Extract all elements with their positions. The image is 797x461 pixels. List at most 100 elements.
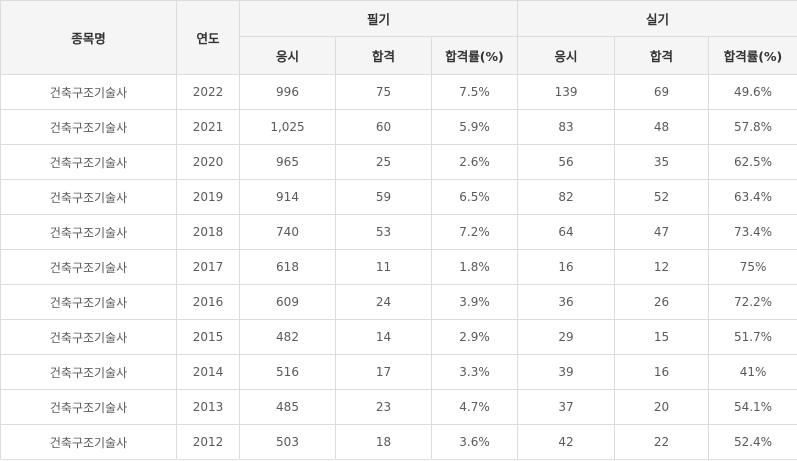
year-cell: 2017 [176,249,240,285]
written-pass-rate-cell: 3.9% [430,284,519,320]
subject-cell: 건축구조기술사 [0,179,177,215]
written-applicants-cell: 503 [239,424,336,460]
written-applicants-cell: 516 [239,354,336,390]
table-row: 건축구조기술사 2017 618 11 1.8% 16 12 75% [0,249,797,285]
written-passed-cell: 24 [335,284,432,320]
written-applicants-cell: 609 [239,284,336,320]
written-passed-cell: 60 [335,109,432,145]
written-pass-rate-cell: 7.5% [430,74,519,110]
subject-cell: 건축구조기술사 [0,249,177,285]
year-cell: 2016 [176,284,240,320]
header-written-applicants: 응시 [239,36,336,75]
table-row: 건축구조기술사 2022 996 75 7.5% 139 69 49.6% [0,74,797,110]
written-passed-cell: 53 [335,214,432,250]
practical-applicants-cell: 36 [517,284,616,320]
subject-cell: 건축구조기술사 [0,109,177,145]
written-applicants-cell: 996 [239,74,336,110]
practical-pass-rate-cell: 41% [708,354,797,390]
written-pass-rate-cell: 3.3% [430,354,519,390]
practical-passed-cell: 26 [614,284,710,320]
practical-pass-rate-cell: 54.1% [708,389,797,425]
year-cell: 2013 [176,389,240,425]
header-subject: 종목명 [0,0,177,75]
subject-cell: 건축구조기술사 [0,424,177,460]
practical-pass-rate-cell: 75% [708,249,797,285]
written-passed-cell: 11 [335,249,432,285]
subject-cell: 건축구조기술사 [0,74,177,110]
practical-pass-rate-cell: 51.7% [708,319,797,355]
table-row: 건축구조기술사 2018 740 53 7.2% 64 47 73.4% [0,214,797,250]
written-pass-rate-cell: 3.6% [430,424,519,460]
subject-cell: 건축구조기술사 [0,319,177,355]
written-pass-rate-cell: 1.8% [430,249,519,285]
practical-applicants-cell: 139 [517,74,616,110]
written-passed-cell: 75 [335,74,432,110]
table-row: 건축구조기술사 2012 503 18 3.6% 42 22 52.4% [0,424,797,460]
practical-pass-rate-cell: 72.2% [708,284,797,320]
header-written-pass-rate: 합격률(%) [430,36,519,75]
subject-cell: 건축구조기술사 [0,284,177,320]
header-practical-pass-rate: 합격률(%) [708,36,797,75]
written-applicants-cell: 618 [239,249,336,285]
table-row: 건축구조기술사 2013 485 23 4.7% 37 20 54.1% [0,389,797,425]
written-applicants-cell: 1,025 [239,109,336,145]
year-cell: 2019 [176,179,240,215]
header-year: 연도 [176,0,240,75]
year-cell: 2018 [176,214,240,250]
table-row: 건축구조기술사 2019 914 59 6.5% 82 52 63.4% [0,179,797,215]
practical-passed-cell: 20 [614,389,710,425]
subject-cell: 건축구조기술사 [0,354,177,390]
practical-applicants-cell: 37 [517,389,616,425]
written-applicants-cell: 485 [239,389,336,425]
header-written: 필기 [238,0,519,37]
practical-pass-rate-cell: 73.4% [708,214,797,250]
practical-passed-cell: 69 [614,74,710,110]
header-practical-applicants: 응시 [517,36,616,75]
written-passed-cell: 18 [335,424,432,460]
practical-passed-cell: 22 [614,424,710,460]
header-row-sub: 응시 합격 합격률(%) 응시 합격 합격률(%) [1,36,797,75]
practical-pass-rate-cell: 63.4% [708,179,797,215]
written-passed-cell: 17 [335,354,432,390]
table-row: 건축구조기술사 2014 516 17 3.3% 39 16 41% [0,354,797,390]
header-row-top: 종목명 연도 필기 실기 [0,0,797,75]
table-body: 건축구조기술사 2022 996 75 7.5% 139 69 49.6% 건축구조기술사 202… [0,74,797,460]
practical-pass-rate-cell: 52.4% [708,424,797,460]
practical-pass-rate-cell: 49.6% [708,74,797,110]
subject-cell: 건축구조기술사 [0,144,177,180]
written-applicants-cell: 965 [239,144,336,180]
practical-applicants-cell: 29 [517,319,616,355]
written-passed-cell: 25 [335,144,432,180]
written-passed-cell: 14 [335,319,432,355]
practical-applicants-cell: 42 [517,424,616,460]
practical-passed-cell: 47 [614,214,710,250]
practical-pass-rate-cell: 62.5% [708,144,797,180]
year-cell: 2020 [176,144,240,180]
written-pass-rate-cell: 7.2% [430,214,519,250]
practical-applicants-cell: 16 [517,249,616,285]
table-row: 건축구조기술사 2016 609 24 3.9% 36 26 72.2% [0,284,797,320]
table-row: 건축구조기술사 2021 1,025 60 5.9% 83 48 57.8% [0,109,797,145]
practical-passed-cell: 35 [614,144,710,180]
subject-cell: 건축구조기술사 [0,389,177,425]
written-applicants-cell: 482 [239,319,336,355]
written-applicants-cell: 914 [239,179,336,215]
written-passed-cell: 59 [335,179,432,215]
table-row: 건축구조기술사 2015 482 14 2.9% 29 15 51.7% [0,319,797,355]
table-row: 건축구조기술사 2020 965 25 2.6% 56 35 62.5% [0,144,797,180]
written-pass-rate-cell: 6.5% [430,179,519,215]
practical-passed-cell: 52 [614,179,710,215]
year-cell: 2022 [176,74,240,110]
practical-passed-cell: 16 [614,354,710,390]
practical-applicants-cell: 56 [517,144,616,180]
practical-passed-cell: 15 [614,319,710,355]
practical-pass-rate-cell: 57.8% [708,109,797,145]
practical-applicants-cell: 82 [517,179,616,215]
practical-applicants-cell: 83 [517,109,616,145]
written-pass-rate-cell: 2.6% [430,144,519,180]
header-practical-passed: 합격 [614,36,710,75]
written-pass-rate-cell: 4.7% [430,389,519,425]
header-written-passed: 합격 [335,36,432,75]
year-cell: 2012 [176,424,240,460]
